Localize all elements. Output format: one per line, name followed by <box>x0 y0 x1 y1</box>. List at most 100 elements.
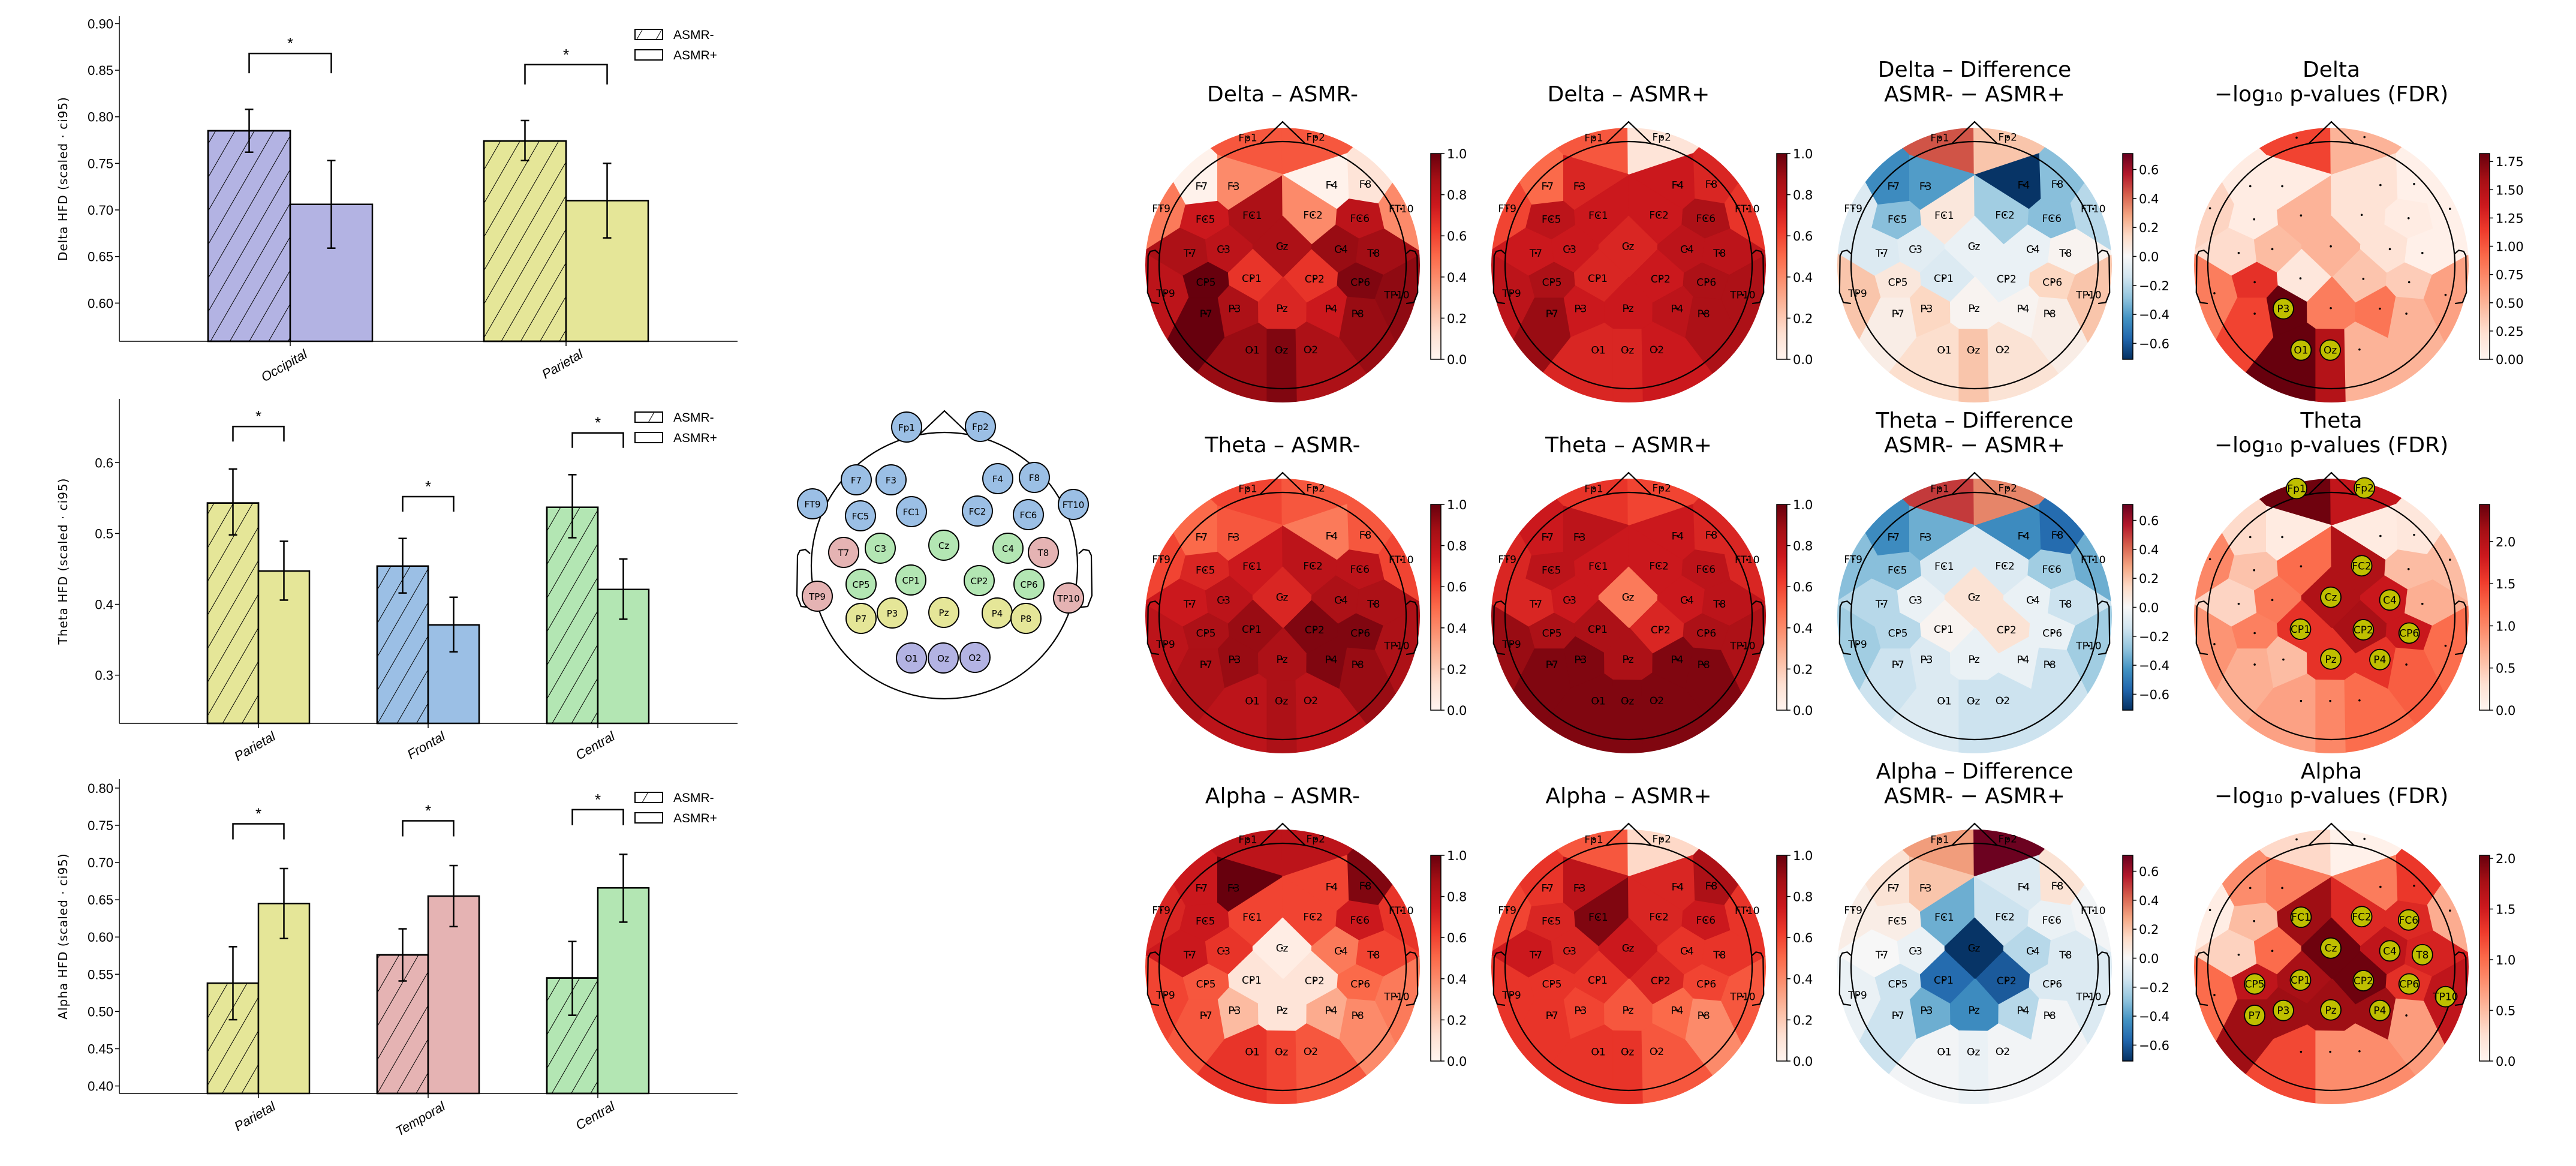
colorbar-tick-label: −0.6 <box>2139 336 2169 351</box>
electrode-dot <box>2249 185 2252 188</box>
cell-ft10 <box>2427 128 2469 256</box>
topomap-cells <box>1491 479 1766 753</box>
colorbar-tick-label: 0.8 <box>1793 890 1813 904</box>
y-tick-label: 0.65 <box>88 250 113 265</box>
cell-ft9 <box>2194 830 2235 956</box>
electrode-dot <box>1314 837 1317 840</box>
electrode-label: P7 <box>1546 1010 1558 1022</box>
electrode-label: F8 <box>2051 530 2064 542</box>
electrode-t8 <box>1028 537 1059 568</box>
electrode-dot <box>2271 949 2274 952</box>
colorbar-tick-label: 1.0 <box>2496 953 2515 967</box>
electrode-label: C3 <box>1909 594 1922 606</box>
electrode-dot <box>2005 629 2008 631</box>
electrode-label: CP5 <box>1196 979 1216 991</box>
electrode-dot <box>2358 348 2361 351</box>
electrode-label: Pz <box>1622 654 1633 666</box>
electrode-label: FT9 <box>1844 904 1862 916</box>
topomap-title: −log₁₀ p-values (FDR) <box>2214 82 2448 107</box>
electrode-label: C4 <box>1680 594 1694 606</box>
electrode-dot <box>1897 1014 1899 1017</box>
electrode-dot <box>1280 1050 1283 1053</box>
electrode-dot <box>1880 953 1883 956</box>
electrode-label: FC5 <box>1888 565 1907 577</box>
left-ear-outline <box>2195 951 2209 1006</box>
electrode-label: P3 <box>1574 1005 1587 1017</box>
electrode-dot <box>1251 565 1254 567</box>
topomap-head-outline <box>2207 140 2456 390</box>
electrode-dot <box>1597 699 1600 702</box>
electrode-dot <box>1160 558 1163 561</box>
left-ear-outline <box>1838 951 1852 1006</box>
electrode-label: CP5 <box>1196 628 1216 640</box>
electrode-label: FC1 <box>1588 210 1608 222</box>
electrode-dot <box>1659 629 1662 631</box>
y-tick-label: 0.60 <box>88 930 113 945</box>
electrode-dot <box>2329 1050 2331 1053</box>
y-tick-label: 0.4 <box>95 597 113 612</box>
electrode-label: P4 <box>992 608 1003 619</box>
electrode-label: CP2 <box>1997 975 2017 987</box>
electrode-label: O2 <box>1304 344 1318 356</box>
significant-electrode-marker <box>2286 477 2307 500</box>
colorbar-tick-label: 0.4 <box>2139 192 2159 206</box>
electrode-dot <box>2022 307 2024 310</box>
electrode-label: TP9 <box>1847 639 1867 651</box>
electrode-dot <box>2329 699 2331 702</box>
electrode-label: Cz <box>1276 592 1289 604</box>
electrode-label: T8 <box>1713 248 1726 260</box>
electrode-label: T8 <box>1713 599 1726 611</box>
electrode-label: T8 <box>1367 949 1380 961</box>
colorbar-tick-label: 0.4 <box>1793 972 1813 987</box>
electrode-dot <box>2253 281 2256 284</box>
electrode-dot <box>1247 487 1249 490</box>
electrode-dot <box>1188 251 1191 254</box>
significance-bracket <box>524 64 608 85</box>
significant-electrode-label: T8 <box>2415 949 2428 961</box>
electrode-dot <box>1205 312 1207 315</box>
electrode-tp9 <box>802 581 833 612</box>
y-tick-label: 0.50 <box>88 1004 113 1019</box>
electrode-dot <box>2408 217 2410 220</box>
electrode-label: TP9 <box>808 591 826 602</box>
electrode-label: O2 <box>968 653 981 663</box>
electrode-dot <box>1204 569 1206 572</box>
electrode-dot <box>1506 207 1509 210</box>
electrode-dot <box>2363 136 2366 139</box>
topomap-delta-log-p-values-fdr-: Delta−log₁₀ p-values (FDR) P3 O1 Oz 0.00 0.25… <box>2194 58 2524 402</box>
electrode-label: TP9 <box>1847 288 1867 300</box>
electrode-dot <box>1200 185 1203 188</box>
electrode-dot <box>1597 1050 1600 1053</box>
electrode-p7 <box>845 603 877 634</box>
electrode-dot <box>1596 628 1599 630</box>
electrode-label: T7 <box>1183 949 1196 961</box>
electrode-dot <box>1281 596 1283 599</box>
electrode-label: P7 <box>1200 1010 1212 1022</box>
electrode-label: P3 <box>1920 303 1933 315</box>
electrode-dot <box>2023 534 2025 537</box>
bar-hatch <box>207 130 291 342</box>
y-tick-label: 0.45 <box>88 1041 113 1056</box>
electrode-dot <box>2006 486 2009 489</box>
electrode-dot <box>1705 281 1708 284</box>
electrode-dot <box>1232 886 1235 889</box>
colorbar-tick-label: 0.2 <box>1793 662 1813 677</box>
electrode-cp6 <box>1013 569 1045 600</box>
cell-oz <box>2315 1030 2347 1104</box>
colorbar-tick-label: 0.8 <box>1447 188 1467 203</box>
electrode-label: TP9 <box>1847 990 1867 1002</box>
electrode-cp5 <box>845 569 877 600</box>
legend-label: ASMR+ <box>673 812 717 825</box>
electrode-label: FC2 <box>1649 911 1668 923</box>
right-ear-outline <box>2097 250 2111 305</box>
electrode-dot <box>1546 536 1549 539</box>
colorbar-tick-label: 0.6 <box>1793 931 1813 945</box>
colorbar: 0.0 0.2 0.4 0.6 0.8 1.0 <box>1430 849 1467 1069</box>
electrode-label: O1 <box>1937 1047 1951 1059</box>
colorbar-tick-label: 1.0 <box>1447 849 1467 863</box>
electrode-label: P8 <box>1352 659 1364 671</box>
electrode-dot <box>2405 1014 2408 1017</box>
legend-label: ASMR+ <box>673 431 717 445</box>
electrode-dot <box>2295 838 2298 841</box>
electrode-dot <box>1626 699 1629 702</box>
